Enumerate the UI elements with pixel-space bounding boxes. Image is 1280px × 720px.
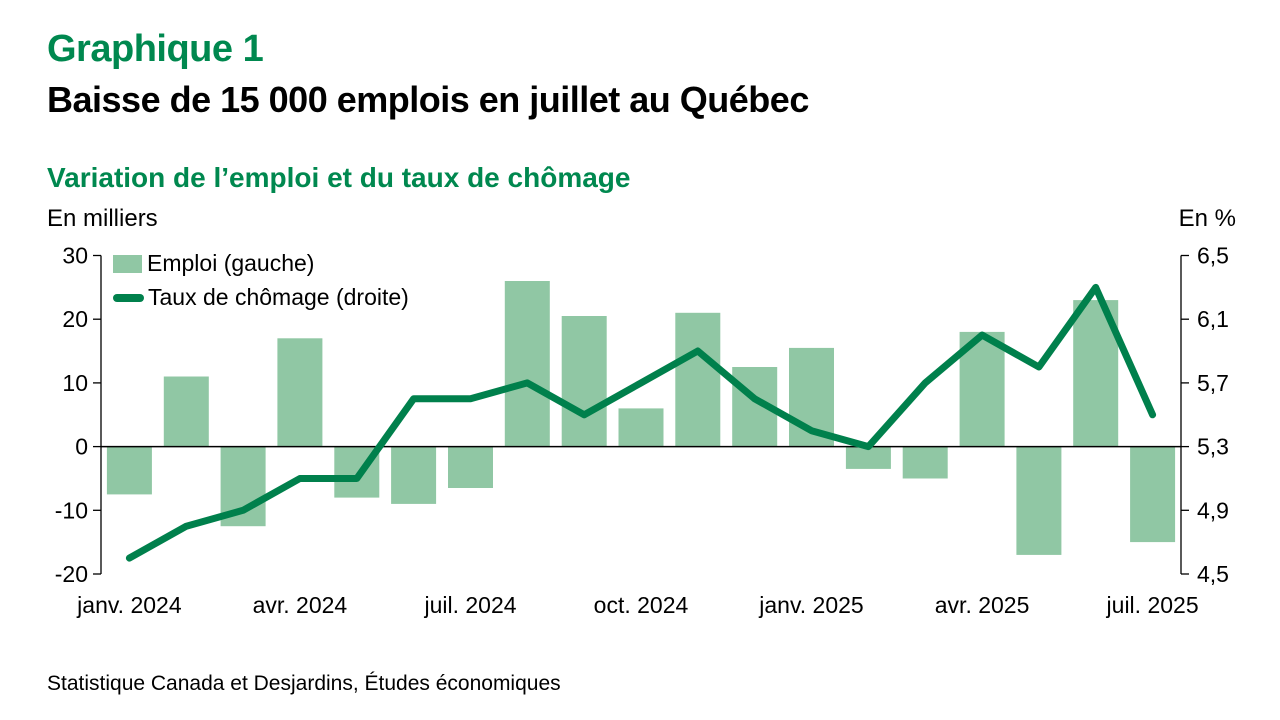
legend-label-taux: Taux de chômage (droite)	[148, 284, 409, 310]
left-tick-label: 10	[62, 370, 88, 396]
x-tick-label: oct. 2024	[594, 592, 689, 618]
legend-item-emploi: Emploi (gauche)	[113, 250, 409, 277]
right-tick-label: 6,1	[1197, 306, 1229, 332]
left-tick-label: -10	[55, 497, 88, 523]
left-tick-label: -20	[55, 561, 88, 587]
left-tick-label: 20	[62, 306, 88, 332]
chart-kicker: Graphique 1	[47, 28, 264, 70]
bar-juin 2024	[391, 446, 437, 504]
bar-avr. 2024	[277, 338, 323, 447]
x-tick-label: janv. 2024	[76, 592, 182, 618]
right-tick-label: 4,5	[1197, 561, 1229, 587]
chart-title: Baisse de 15 000 emplois en juillet au Q…	[47, 79, 809, 120]
bar-oct. 2024	[618, 408, 664, 447]
bar-janv. 2024	[106, 446, 152, 495]
bar-août 2024	[504, 281, 550, 447]
right-tick-label: 5,7	[1197, 370, 1229, 396]
unemployment-rate-line	[125, 283, 1157, 562]
x-tick-label: avr. 2024	[253, 592, 348, 618]
x-tick-label: avr. 2025	[935, 592, 1030, 618]
bar-févr. 2024	[163, 376, 209, 447]
bar-juil. 2025	[1130, 446, 1176, 543]
bar-mars 2025	[902, 446, 948, 479]
left-tick-label: 0	[75, 434, 88, 460]
legend-label-emploi: Emploi (gauche)	[147, 250, 315, 276]
legend: Emploi (gauche) Taux de chômage (droite)	[113, 250, 409, 311]
bar-swatch-icon	[113, 254, 142, 273]
axis-labels: 30 20 10 0 -10 -20 6,5 6,1 5,7 5,3 4,9 4,5 janv. 202…	[55, 243, 1229, 619]
line-swatch-icon	[113, 293, 144, 302]
x-tick-label: juil. 2024	[423, 592, 516, 618]
bar-nov. 2024	[675, 312, 721, 447]
right-tick-label: 6,5	[1197, 243, 1229, 269]
right-tick-label: 5,3	[1197, 434, 1229, 460]
right-axis-unit: En %	[1178, 205, 1236, 232]
left-tick-label: 30	[62, 243, 88, 269]
source-note: Statistique Canada et Desjardins, Études…	[47, 672, 561, 695]
bars-series	[106, 281, 1176, 555]
bar-mai 2025	[1016, 446, 1062, 555]
bar-févr. 2025	[845, 446, 891, 469]
x-tick-label: janv. 2025	[758, 592, 863, 618]
legend-item-taux: Taux de chômage (droite)	[113, 284, 409, 311]
bar-sept. 2024	[561, 316, 607, 447]
chart-subtitle: Variation de l’emploi et du taux de chôm…	[47, 162, 631, 193]
right-tick-label: 4,9	[1197, 497, 1229, 523]
axes	[93, 254, 1189, 575]
x-tick-label: juil. 2025	[1106, 592, 1199, 618]
left-axis-unit: En milliers	[47, 205, 158, 232]
bar-juil. 2024	[448, 446, 493, 488]
